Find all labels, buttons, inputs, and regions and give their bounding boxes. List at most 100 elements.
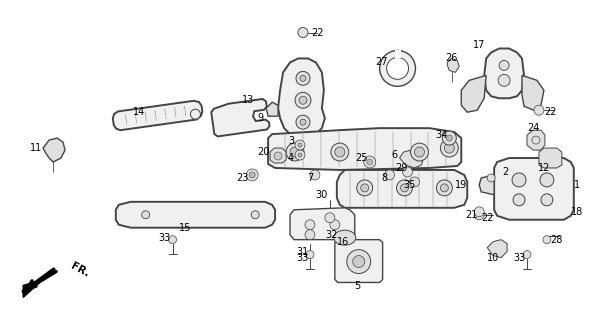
Circle shape — [498, 74, 510, 86]
Text: 1: 1 — [574, 180, 580, 190]
Polygon shape — [522, 76, 544, 110]
Text: 19: 19 — [455, 180, 468, 190]
Text: 33: 33 — [158, 233, 171, 243]
Text: 28: 28 — [551, 235, 563, 245]
Text: 30: 30 — [316, 190, 328, 200]
Text: 22: 22 — [481, 213, 493, 223]
Circle shape — [310, 170, 320, 180]
Circle shape — [168, 236, 177, 244]
Ellipse shape — [334, 230, 356, 245]
Circle shape — [384, 170, 394, 180]
Circle shape — [499, 60, 509, 70]
Circle shape — [474, 210, 484, 220]
Polygon shape — [479, 175, 494, 195]
Circle shape — [295, 92, 311, 108]
Circle shape — [540, 173, 554, 187]
Circle shape — [400, 184, 409, 192]
Circle shape — [246, 169, 258, 181]
Circle shape — [474, 207, 484, 217]
Circle shape — [190, 109, 201, 119]
Text: 17: 17 — [473, 41, 486, 51]
Circle shape — [543, 236, 551, 244]
Circle shape — [298, 143, 302, 147]
Circle shape — [298, 153, 302, 157]
Circle shape — [534, 105, 544, 115]
Polygon shape — [23, 279, 43, 297]
Text: 26: 26 — [445, 53, 458, 63]
Polygon shape — [487, 240, 507, 258]
Text: 6: 6 — [392, 150, 397, 160]
Text: 10: 10 — [487, 252, 499, 263]
Circle shape — [290, 147, 300, 157]
Text: 33: 33 — [296, 252, 308, 263]
Circle shape — [305, 220, 315, 230]
Polygon shape — [266, 102, 278, 116]
Polygon shape — [43, 138, 65, 162]
Circle shape — [296, 71, 310, 85]
Circle shape — [487, 174, 495, 182]
Text: 16: 16 — [337, 237, 349, 247]
Circle shape — [357, 180, 372, 196]
Circle shape — [436, 180, 452, 196]
Circle shape — [444, 143, 455, 153]
Polygon shape — [116, 202, 275, 228]
Text: 18: 18 — [571, 207, 583, 217]
Circle shape — [335, 147, 345, 157]
Polygon shape — [211, 99, 270, 136]
Circle shape — [367, 159, 372, 165]
Text: 27: 27 — [375, 57, 388, 68]
Circle shape — [440, 184, 449, 192]
Text: 13: 13 — [242, 95, 254, 105]
Text: 23: 23 — [236, 173, 249, 183]
Polygon shape — [290, 208, 355, 240]
Circle shape — [298, 28, 308, 37]
Circle shape — [249, 172, 255, 178]
Text: 22: 22 — [312, 28, 324, 37]
Circle shape — [415, 147, 424, 157]
Circle shape — [305, 230, 315, 240]
Circle shape — [442, 131, 456, 145]
Text: 4: 4 — [288, 153, 294, 163]
Circle shape — [298, 28, 308, 37]
Text: 29: 29 — [395, 163, 408, 173]
Circle shape — [411, 143, 428, 161]
Circle shape — [347, 250, 371, 274]
Text: 34: 34 — [436, 130, 447, 140]
Polygon shape — [335, 240, 383, 283]
Circle shape — [299, 96, 307, 104]
Circle shape — [251, 211, 259, 219]
Polygon shape — [278, 59, 325, 136]
Circle shape — [306, 251, 314, 259]
Circle shape — [403, 167, 412, 177]
Polygon shape — [268, 128, 461, 170]
Circle shape — [541, 194, 553, 206]
Circle shape — [296, 115, 310, 129]
Text: 24: 24 — [527, 123, 539, 133]
Text: 5: 5 — [355, 282, 361, 292]
Circle shape — [142, 211, 150, 219]
Polygon shape — [394, 51, 400, 59]
Circle shape — [532, 136, 540, 144]
Text: 11: 11 — [30, 143, 42, 153]
Text: 9: 9 — [257, 113, 263, 123]
Circle shape — [440, 139, 458, 157]
Text: 31: 31 — [296, 247, 308, 257]
Circle shape — [300, 76, 306, 81]
Circle shape — [286, 143, 304, 161]
Polygon shape — [484, 49, 524, 98]
Circle shape — [331, 143, 349, 161]
Circle shape — [380, 51, 415, 86]
Circle shape — [513, 194, 525, 206]
Circle shape — [330, 220, 340, 230]
Text: 8: 8 — [381, 173, 388, 183]
Polygon shape — [400, 150, 424, 168]
Text: 12: 12 — [538, 163, 550, 173]
Polygon shape — [527, 130, 545, 150]
Text: 15: 15 — [179, 223, 192, 233]
Text: 20: 20 — [257, 147, 270, 157]
Circle shape — [397, 180, 412, 196]
Text: 14: 14 — [133, 107, 145, 117]
Polygon shape — [270, 148, 286, 163]
Text: 25: 25 — [355, 153, 368, 163]
Circle shape — [295, 140, 305, 150]
